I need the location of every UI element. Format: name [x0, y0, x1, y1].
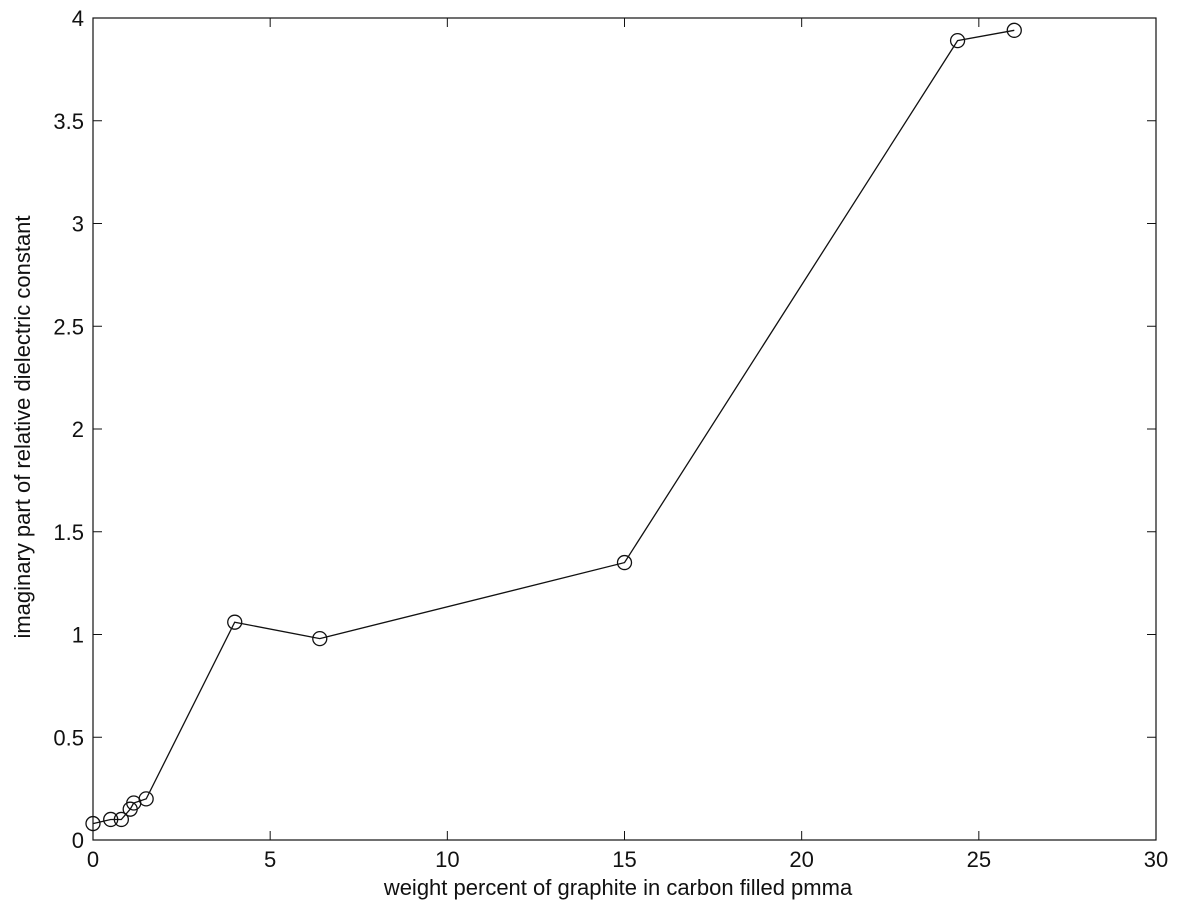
- y-axis-label: imaginary part of relative dielectric co…: [10, 215, 35, 638]
- x-tick-label: 20: [789, 847, 813, 872]
- data-point: [1006, 22, 1022, 38]
- data-point: [227, 614, 243, 630]
- y-tick-label: 2: [72, 417, 84, 442]
- x-tick-label: 5: [264, 847, 276, 872]
- data-point: [85, 815, 101, 832]
- y-tick-label: 1: [72, 623, 84, 648]
- data-point: [616, 554, 633, 571]
- data-point: [312, 630, 328, 647]
- plot-frame: [92, 17, 1157, 841]
- y-tick-labels: 0 0.5 1 1.5 2 2.5 3 3.5 4: [53, 6, 84, 853]
- y-tick-label: 3: [72, 212, 84, 237]
- y-tick-label: 0: [72, 828, 84, 853]
- y-tick-label: 2.5: [53, 314, 84, 339]
- y-tick-label: 4: [72, 6, 84, 31]
- x-tick-label: 0: [87, 847, 99, 872]
- data-point: [138, 791, 154, 807]
- data-point: [949, 32, 966, 49]
- data-series: [92, 29, 1015, 825]
- data-point: [113, 811, 129, 828]
- x-tick-labels: 0 5 10 15 20 25 30: [87, 847, 1168, 872]
- y-tick-label: 3.5: [53, 109, 84, 134]
- x-tick-label: 30: [1144, 847, 1168, 872]
- x-axis-label: weight percent of graphite in carbon fil…: [383, 875, 853, 900]
- axis-ticks: [92, 17, 1157, 841]
- series-line: [92, 29, 1015, 825]
- plot-border: [92, 17, 1157, 841]
- data-markers: [85, 22, 1022, 832]
- y-tick-label: 0.5: [53, 725, 84, 750]
- y-tick-label: 1.5: [53, 520, 84, 545]
- x-tick-label: 15: [612, 847, 636, 872]
- x-tick-label: 25: [967, 847, 991, 872]
- x-tick-label: 10: [435, 847, 459, 872]
- data-point: [103, 811, 119, 828]
